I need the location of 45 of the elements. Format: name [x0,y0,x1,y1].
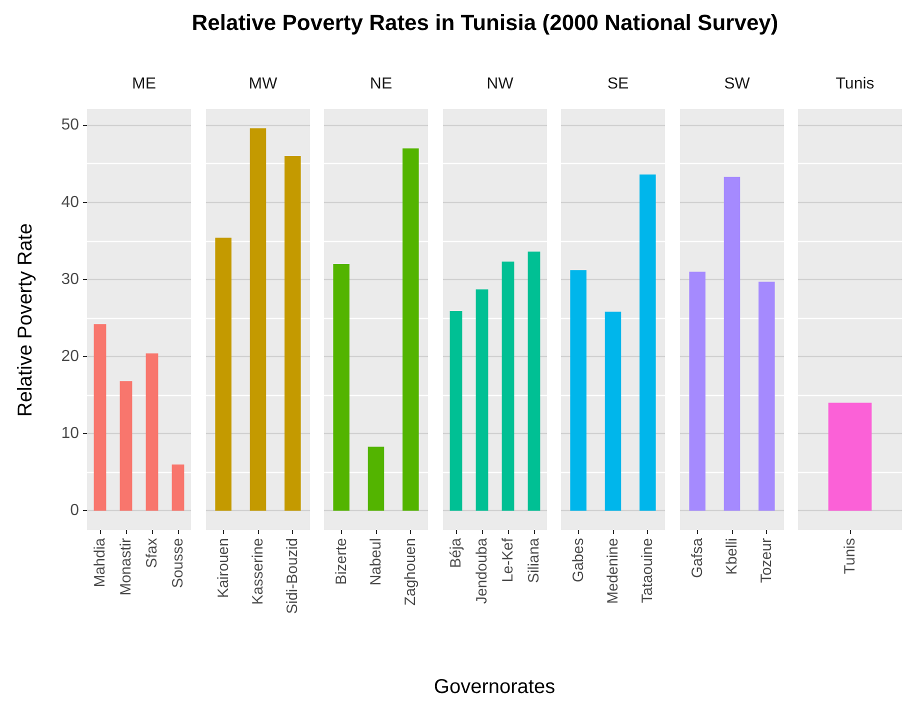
x-tick-label: Béja [447,537,464,568]
x-tick-label: Tunis [842,538,858,574]
x-tick-label: Siliana [525,537,542,584]
x-tick-label: Kairouen [214,538,232,598]
x-tick-label: Tataouine [639,538,656,604]
y-tick-label: 50 [61,116,80,134]
x-tick-label: Le-Kef [499,537,516,582]
bar [527,252,540,511]
chart-subtitle: SE [607,76,629,92]
y-tick-label: 20 [61,348,80,366]
chart-subtitle: NE [370,76,392,92]
x-tick-label: Tozeur [758,538,775,584]
y-axis-title: Relative Poverty Rate [14,222,38,416]
x-tick-label: Bizerte [332,538,350,585]
y-tick-label: 40 [61,194,80,211]
chart-subtitle: SW [724,76,750,92]
y-tick-label: 30 [61,270,80,288]
bar [449,311,462,511]
chart-subtitle: Tunis [836,76,874,92]
x-tick-label: Monastir [118,538,134,596]
x-tick-label: Sidi-Bouzid [284,538,301,614]
x-tick-label: Sousse [170,538,186,588]
bar [501,262,514,511]
x-tick-label: Mahdia [92,537,108,588]
bar [172,464,184,511]
x-tick-label: Zaghouen [402,538,420,606]
x-tick-label: Gafsa [688,537,706,578]
chart-subtitle: MW [248,76,278,92]
x-tick-label: Gabes [570,538,587,582]
chart-title: Relative Poverty Rates in Tunisia (2000 National Survey) [192,10,778,36]
x-tick-label: Kasserine [249,538,266,605]
bar [120,381,132,511]
bar [475,289,488,511]
x-axis-title: Governorates [434,676,556,699]
y-tick-label: 10 [61,425,80,442]
x-tick-label: Kbelli [723,538,740,575]
x-tick-label: Jendouba [473,537,490,604]
x-tick-label: Sfax [144,538,160,568]
bar [146,353,158,511]
x-tick-label: Nabeul [368,538,384,586]
x-tick-label: Medenine [604,538,622,604]
y-tick-label: 0 [70,502,80,520]
chart-subtitle: NW [486,76,514,92]
bar [94,324,106,511]
chart-subtitle: ME [132,76,156,92]
